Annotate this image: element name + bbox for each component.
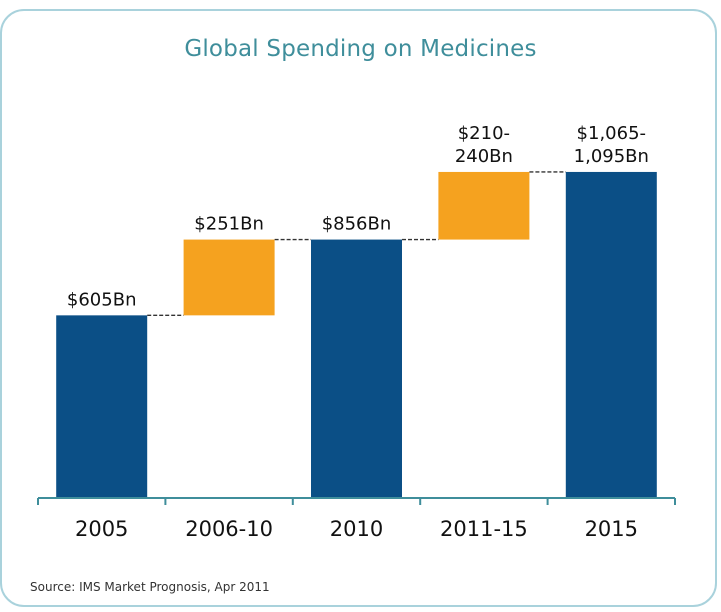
category-label-2006-10: 2006-10 bbox=[185, 517, 273, 541]
bar-2005 bbox=[56, 315, 148, 498]
category-label-2011-15: 2011-15 bbox=[440, 517, 528, 541]
category-label-2015: 2015 bbox=[585, 517, 638, 541]
value-label-2010: $856Bn bbox=[322, 214, 392, 235]
bar-2015 bbox=[565, 171, 657, 498]
bar-2006-10 bbox=[183, 239, 275, 316]
chart-title: Global Spending on Medicines bbox=[184, 36, 537, 62]
bar-2011-15 bbox=[438, 171, 530, 240]
category-label-2010: 2010 bbox=[330, 517, 383, 541]
value-label-2015: $1,065- bbox=[577, 123, 646, 144]
value-label-2005: $605Bn bbox=[67, 289, 137, 310]
value-label-2011-15: 240Bn bbox=[455, 146, 513, 167]
source-note: Source: IMS Market Prognosis, Apr 2011 bbox=[30, 580, 270, 594]
category-label-2005: 2005 bbox=[75, 517, 128, 541]
value-label-2011-15: $210- bbox=[458, 123, 510, 144]
value-label-2015: 1,095Bn bbox=[574, 146, 649, 167]
bar-2010 bbox=[311, 239, 402, 498]
value-label-2006-10: $251Bn bbox=[194, 214, 264, 235]
